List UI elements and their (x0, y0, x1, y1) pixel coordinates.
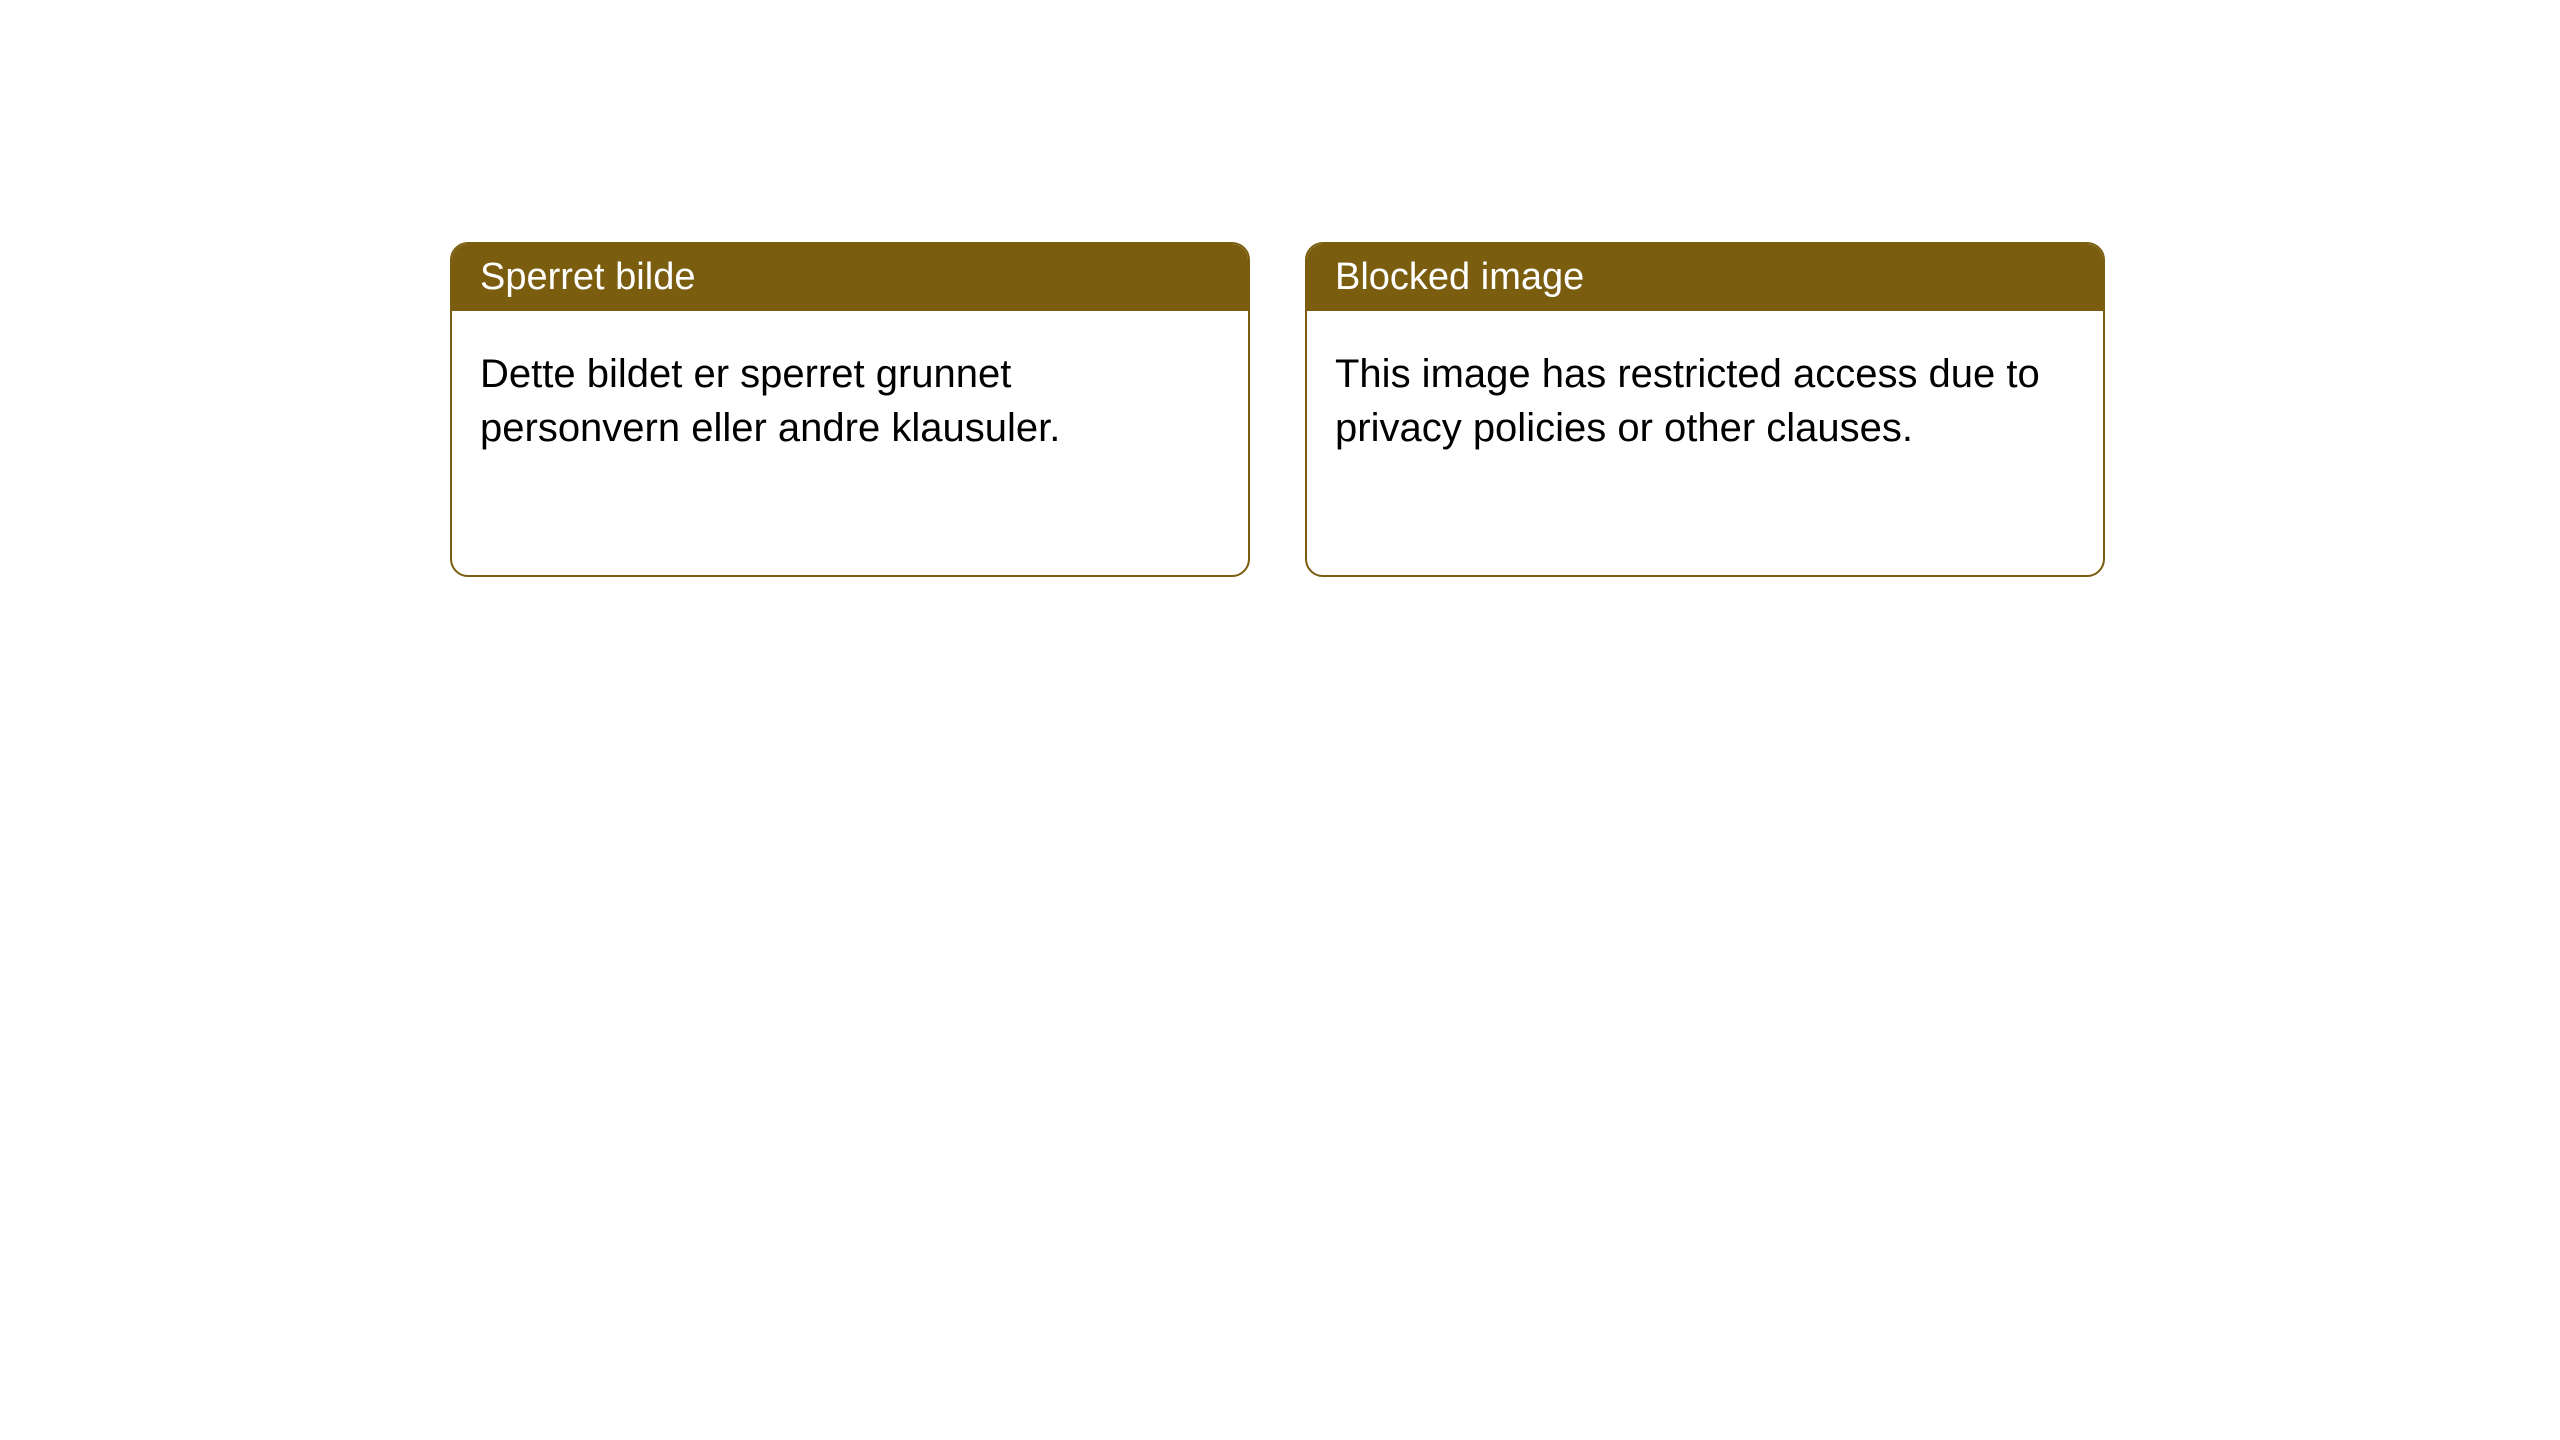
notice-title-en: Blocked image (1307, 244, 2103, 311)
notice-card-no: Sperret bilde Dette bildet er sperret gr… (450, 242, 1250, 577)
notice-body-en: This image has restricted access due to … (1307, 311, 2103, 491)
blocked-image-notices: Sperret bilde Dette bildet er sperret gr… (450, 242, 2105, 577)
notice-body-no: Dette bildet er sperret grunnet personve… (452, 311, 1248, 491)
notice-card-en: Blocked image This image has restricted … (1305, 242, 2105, 577)
notice-title-no: Sperret bilde (452, 244, 1248, 311)
